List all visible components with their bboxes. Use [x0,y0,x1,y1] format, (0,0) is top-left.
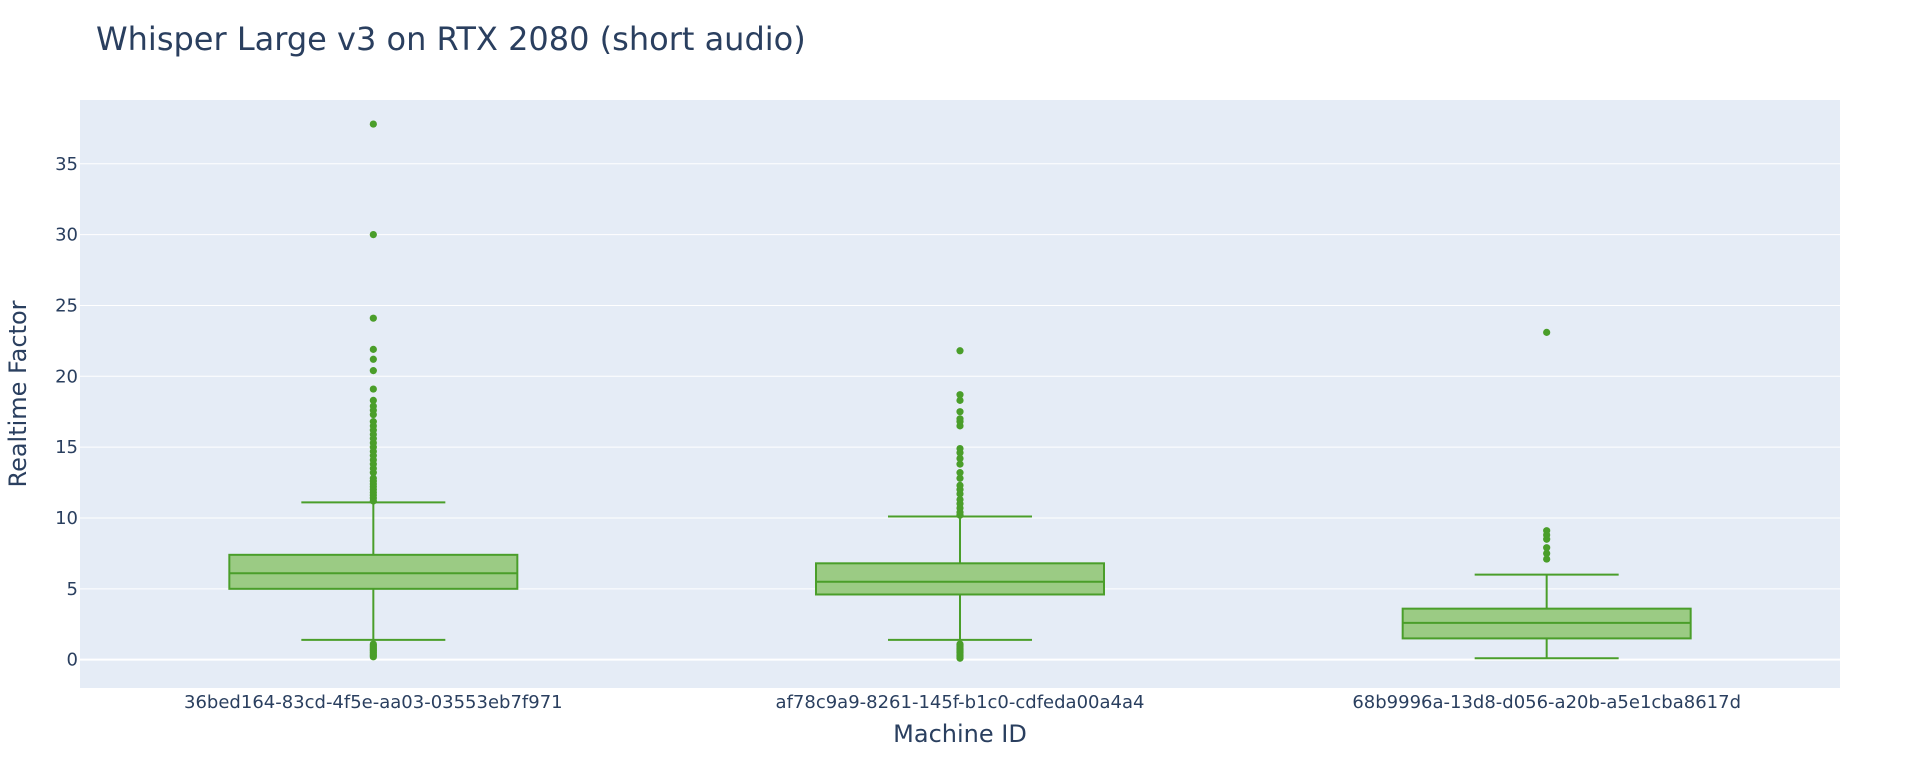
outlier-point [956,347,964,355]
outlier-point [369,385,377,393]
outlier-point [956,391,964,399]
outlier-point [369,367,377,375]
iqr-box [815,562,1105,596]
outlier-point [369,314,377,322]
outlier-point [956,474,964,482]
outlier-point [1543,549,1551,557]
outlier-point [956,444,964,453]
y-tick-label: 20 [55,366,78,387]
y-tick-label: 30 [55,225,78,246]
outlier-point [369,231,377,239]
outlier-point [369,120,377,128]
outlier-point [369,474,377,482]
chart-title: Whisper Large v3 on RTX 2080 (short audi… [96,20,806,58]
y-tick-label: 5 [67,579,78,600]
y-tick-label: 0 [67,650,78,671]
outlier-point [369,402,377,410]
box-3 [1401,328,1692,660]
outlier-point [956,640,964,648]
outlier-point [1543,555,1551,563]
outlier-point [956,408,964,416]
y-tick-label: 25 [55,295,78,316]
x-tick-label: 68b9996a-13d8-d056-a20b-a5e1cba8617d [1352,692,1741,713]
y-tick-labels: 0 5 10 15 20 25 30 35 [55,154,78,671]
outlier-point [956,396,964,404]
x-tick-label: 36bed164-83cd-4f5e-aa03-03553eb7f971 [184,692,563,713]
outlier-point [956,460,964,468]
box-2 [815,347,1105,662]
x-axis-title: Machine ID [893,720,1027,748]
outlier-point [956,469,964,477]
outlier-point [369,345,377,353]
x-tick-labels: 36bed164-83cd-4f5e-aa03-03553eb7f971 af78… [184,692,1741,713]
outlier-point [956,495,964,504]
outlier-point [369,396,377,404]
box-1 [228,120,519,661]
x-tick-label: af78c9a9-8261-145f-b1c0-cdfeda00a4a4 [776,692,1145,713]
iqr-box [228,553,519,590]
y-tick-label: 15 [55,437,78,458]
outlier-point [956,454,964,463]
y-axis-title: Realtime Factor [4,300,32,487]
outlier-point [956,481,964,489]
outlier-point [1543,328,1551,336]
outlier-point [1543,527,1551,535]
outlier-point [1543,544,1551,552]
y-tick-label: 10 [55,508,78,529]
outlier-point [369,418,377,426]
outlier-point [956,415,964,423]
outlier-point [369,355,377,363]
box-series [228,120,1692,662]
outlier-point [369,640,377,648]
y-tick-label: 35 [55,154,78,175]
